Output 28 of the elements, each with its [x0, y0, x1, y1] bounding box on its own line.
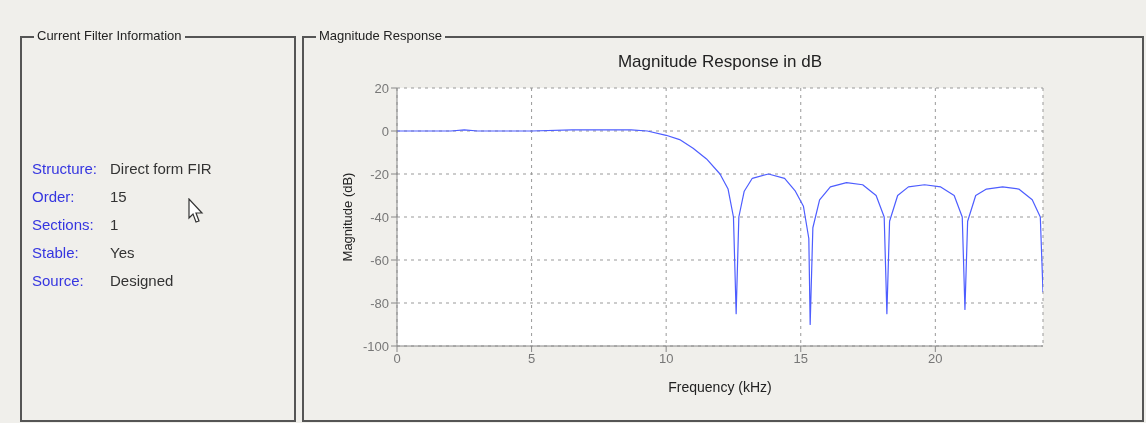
y-tick-label: 0	[381, 123, 389, 139]
x-tick-label: 20	[928, 351, 943, 367]
x-tick-label: 15	[793, 351, 808, 367]
x-tick-label: 10	[658, 351, 674, 367]
text: 15	[110, 188, 127, 207]
y-tick-label: -20	[370, 166, 389, 182]
x-tick-label: 0	[393, 351, 401, 367]
x-axis-title: Frequency (kHz)	[668, 379, 772, 395]
text: Structure:	[32, 160, 99, 179]
y-tick-label: -60	[370, 252, 389, 268]
text: Direct form FIR	[110, 160, 212, 179]
x-tick-label: 5	[527, 351, 536, 367]
text: Order:	[32, 188, 76, 207]
text: Stable:	[32, 244, 80, 263]
text: Current Filter Information	[34, 28, 185, 43]
text: Yes	[110, 244, 135, 263]
y-tick-label: -40	[370, 209, 389, 225]
text: Sections:	[32, 216, 95, 235]
y-axis-title: Magnitude (dB)	[339, 172, 355, 262]
chart-title: Magnitude Response	[316, 28, 445, 43]
line-series	[397, 129, 1043, 326]
y-tick-label: -100	[362, 338, 389, 354]
chart-subtitle: Magnitude Response in dB	[616, 52, 824, 72]
source-note: Source:	[32, 272, 85, 291]
y-tick-label: 20	[374, 80, 389, 96]
text: 1	[110, 216, 119, 235]
text: Designed	[110, 272, 174, 291]
y-tick-label: -80	[370, 295, 389, 311]
